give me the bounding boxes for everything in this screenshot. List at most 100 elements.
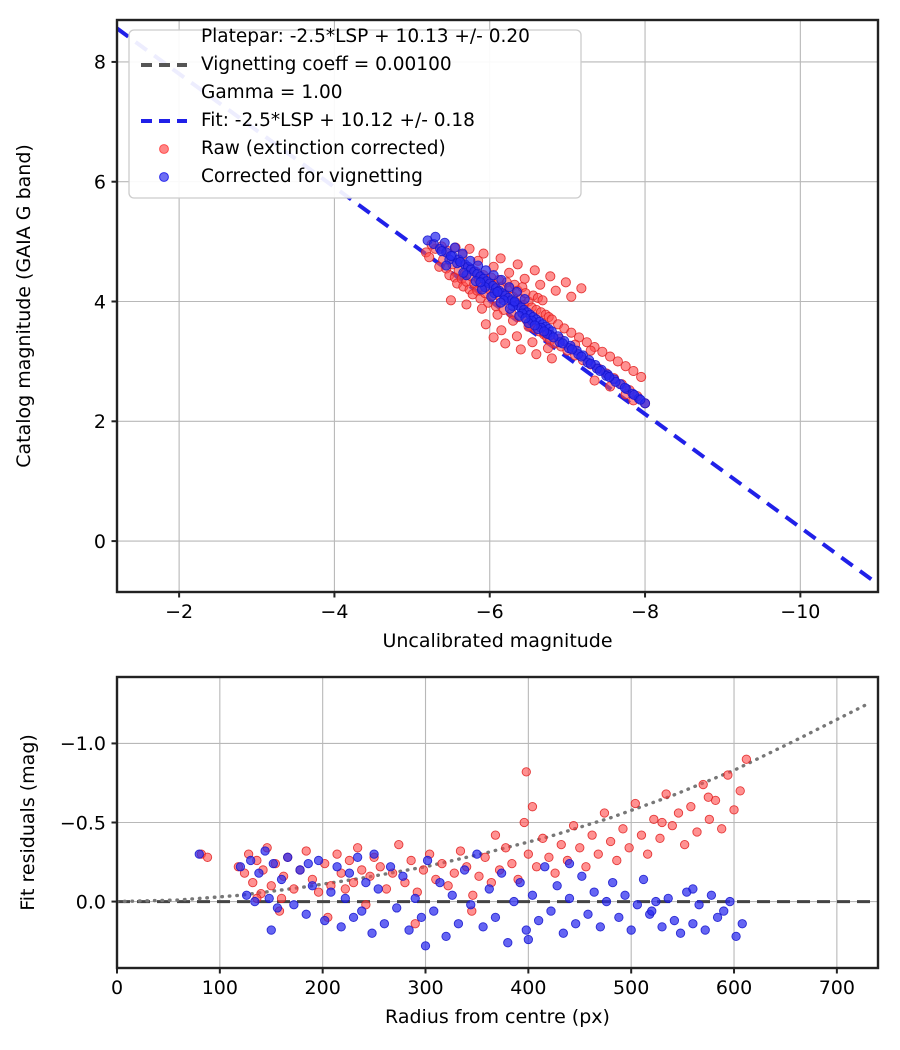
legend-item[interactable]: Fit: -2.5*LSP + 10.12 +/- 0.18: [141, 110, 475, 131]
data-point: [424, 252, 435, 263]
data-point: [576, 351, 587, 362]
data-point: [478, 922, 488, 932]
data-point: [673, 808, 684, 818]
data-point: [515, 344, 526, 355]
data-point: [307, 881, 318, 891]
data-point: [392, 903, 402, 913]
data-point: [675, 928, 686, 938]
data-point: [523, 849, 533, 859]
data-point: [276, 874, 287, 885]
data-point: [589, 887, 599, 897]
legend-item[interactable]: Gamma = 1.00: [201, 82, 343, 103]
data-point: [465, 255, 476, 266]
data-point: [601, 896, 612, 907]
data-point: [344, 868, 355, 878]
data-point: [612, 855, 622, 866]
data-point: [367, 928, 377, 938]
data-point: [529, 320, 540, 331]
data-point: [628, 365, 639, 377]
data-point: [594, 365, 606, 377]
data-point: [618, 824, 628, 834]
legend-label: Platepar: -2.5*LSP + 10.13 +/- 0.20: [201, 26, 530, 47]
data-point: [352, 843, 363, 853]
data-point: [546, 906, 556, 916]
data-point: [729, 805, 739, 815]
data-point: [436, 246, 447, 257]
data-point: [608, 877, 618, 888]
data-point: [566, 327, 577, 338]
data-point: [429, 906, 439, 916]
data-point: [527, 802, 538, 812]
legend-item[interactable]: Raw (extinction corrected): [159, 138, 446, 159]
data-point: [663, 893, 673, 904]
xtick-label: 0: [111, 977, 123, 999]
data-point: [490, 912, 501, 923]
data-point: [523, 934, 533, 945]
ytick-label: 8: [94, 52, 106, 74]
data-point: [723, 770, 733, 780]
data-point: [692, 827, 702, 837]
xtick-label: 200: [305, 977, 341, 999]
data-point: [375, 862, 385, 872]
data-point: [712, 912, 723, 923]
xtick-label: 400: [510, 977, 546, 999]
data-point: [595, 922, 605, 932]
legend-item[interactable]: Vignetting coeff = 0.00100: [141, 54, 452, 75]
data-point: [336, 922, 346, 932]
data-point: [466, 900, 476, 910]
ytick-label: 6: [94, 172, 106, 194]
data-point: [385, 862, 396, 872]
data-point: [439, 237, 450, 248]
data-point: [519, 294, 530, 305]
data-point: [441, 260, 452, 271]
legend-label: Corrected for vignetting: [201, 166, 423, 187]
data-point: [533, 915, 544, 926]
data-point: [320, 915, 330, 926]
data-point: [484, 884, 494, 894]
data-point: [520, 313, 531, 324]
data-point: [475, 277, 486, 288]
data-point: [535, 279, 546, 290]
xtick-label: 600: [716, 977, 752, 999]
data-point: [587, 830, 597, 840]
data-point: [593, 849, 603, 859]
data-point: [599, 808, 610, 818]
data-point: [496, 325, 507, 336]
legend-label: Vignetting coeff = 0.00100: [201, 54, 452, 75]
data-point: [455, 846, 466, 856]
x-axis-label: Radius from centre (px): [385, 1006, 610, 1028]
data-point: [546, 353, 557, 364]
ytick-label: 2: [94, 411, 106, 433]
data-point: [369, 849, 379, 859]
data-point: [480, 852, 490, 862]
data-point: [521, 767, 531, 777]
data-point: [619, 382, 630, 393]
data-point: [357, 906, 367, 916]
data-point: [474, 871, 484, 881]
data-point: [571, 919, 581, 929]
legend-item[interactable]: Corrected for vignetting: [159, 166, 423, 187]
data-point: [564, 893, 575, 904]
data-point: [260, 846, 270, 856]
data-point: [632, 900, 643, 910]
data-point: [540, 862, 550, 872]
data-point: [638, 874, 649, 885]
legend-item[interactable]: Platepar: -2.5*LSP + 10.13 +/- 0.20: [201, 26, 530, 47]
data-point: [492, 309, 503, 320]
data-point: [496, 868, 507, 878]
data-point: [604, 371, 615, 383]
data-point: [636, 830, 647, 840]
data-point: [445, 295, 456, 306]
data-point: [313, 887, 324, 897]
data-point: [706, 890, 717, 900]
data-point: [488, 332, 499, 343]
data-point: [443, 881, 453, 891]
xtick-label: 500: [613, 977, 649, 999]
data-point: [496, 274, 507, 286]
legend-label: Raw (extinction corrected): [201, 138, 446, 159]
data-point: [717, 824, 727, 834]
data-point: [735, 786, 745, 796]
data-point: [698, 779, 708, 790]
data-point: [521, 925, 531, 935]
